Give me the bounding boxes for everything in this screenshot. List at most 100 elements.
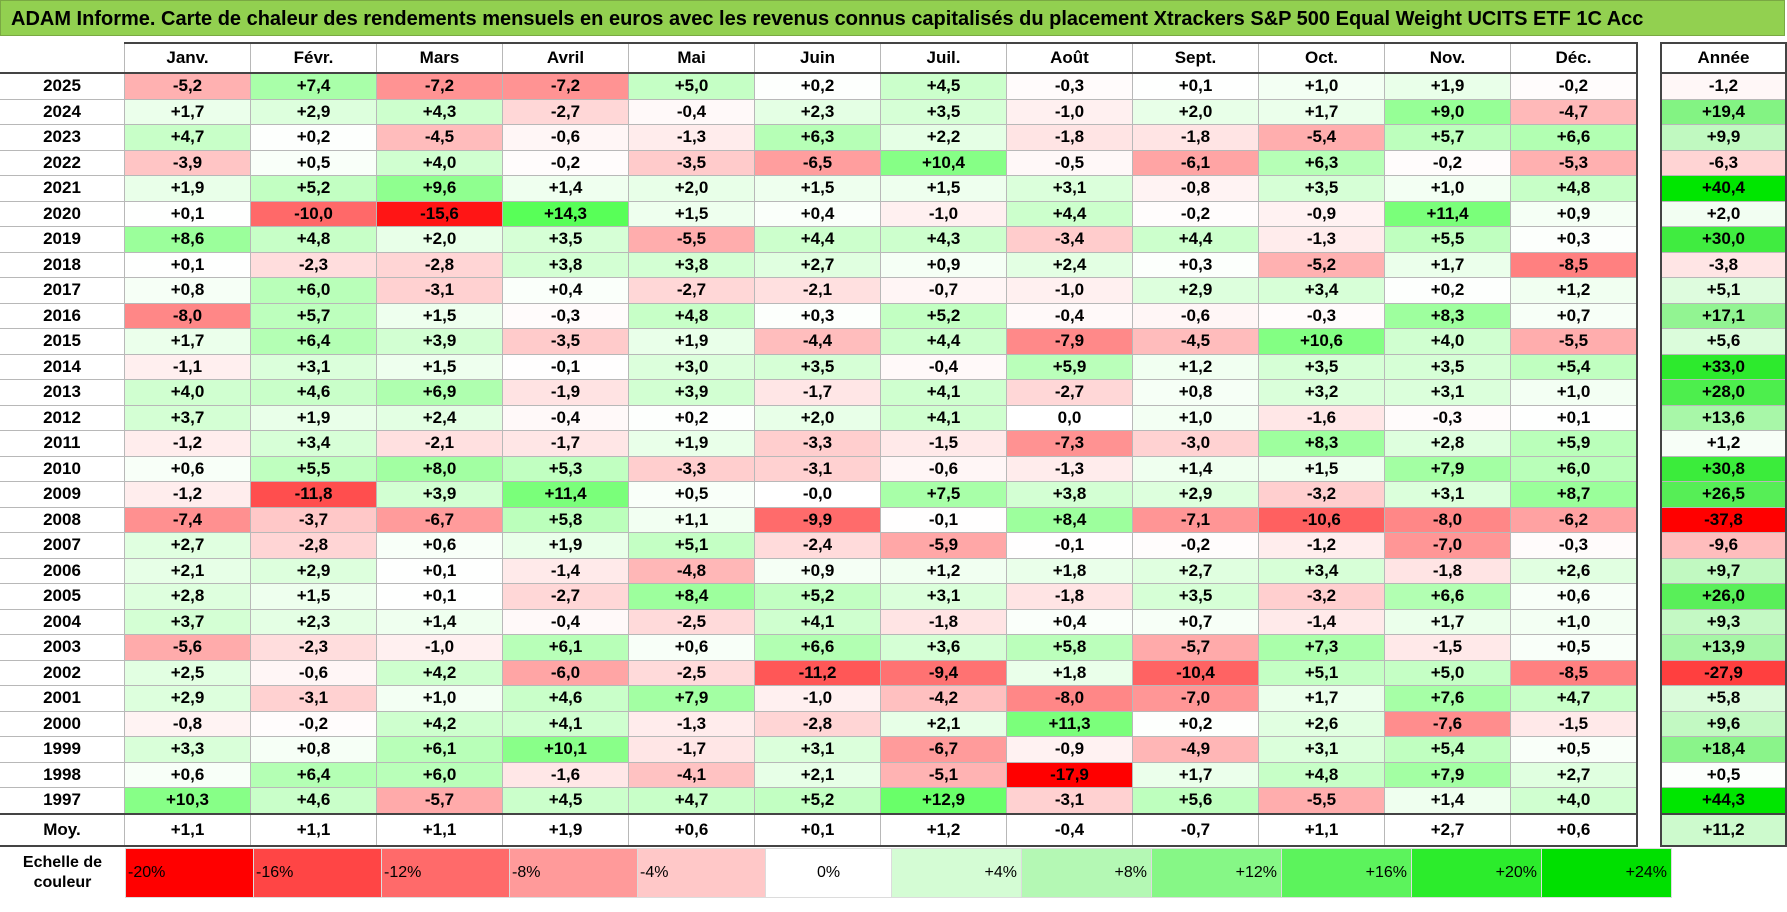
heat-cell: -2,8 — [376, 251, 503, 278]
heat-cell: +0,3 — [754, 302, 881, 329]
heat-cell: -3,1 — [376, 277, 503, 304]
heat-cell: -4,2 — [880, 685, 1007, 712]
heat-cell: +4,1 — [880, 404, 1007, 431]
year-label: 2023 — [0, 124, 125, 151]
year-row: 2022 -3,9 +0,5 +4,0 -0,2 -3,5 -6,5 +10,4 -0,5 -6,… — [0, 149, 1638, 176]
heat-cell: +7,4 — [250, 72, 377, 100]
heat-cell: +2,6 — [1258, 710, 1385, 737]
heat-cell: +3,5 — [1258, 353, 1385, 380]
year-row: 1999 +3,3 +0,8 +6,1 +10,1 -1,7 +3,1 -6,7 -0,9 -4,… — [0, 736, 1638, 763]
heat-cell: -2,3 — [250, 634, 377, 661]
heat-cell: +4,3 — [880, 226, 1007, 253]
month-header-11: Nov. — [1384, 42, 1511, 74]
annual-cell: +30,8 — [1660, 455, 1787, 482]
heat-cell: +6,0 — [250, 277, 377, 304]
heat-cell: -1,7 — [628, 736, 755, 763]
heat-cell: +3,3 — [124, 736, 251, 763]
heat-cell: -1,3 — [1006, 455, 1133, 482]
heat-cell: +0,4 — [754, 200, 881, 227]
heat-cell: -0,4 — [628, 98, 755, 125]
heat-cell: -0,3 — [1510, 532, 1638, 559]
heat-cell: +0,8 — [124, 277, 251, 304]
heat-cell: -2,8 — [754, 710, 881, 737]
heat-cell: -9,9 — [754, 506, 881, 533]
heat-cell: -1,0 — [1006, 98, 1133, 125]
heat-cell: -2,5 — [628, 608, 755, 635]
heat-cell: +4,7 — [124, 124, 251, 151]
annual-row: +17,1 — [1660, 302, 1787, 329]
annual-cell: +5,6 — [1660, 328, 1787, 355]
average-cell: +0,1 — [754, 812, 881, 847]
heat-cell: -4,7 — [1510, 98, 1638, 125]
heat-cell: +4,4 — [1132, 226, 1259, 253]
heat-cell: +4,1 — [502, 710, 629, 737]
heat-cell: -0,2 — [1510, 72, 1638, 100]
heat-cell: +5,2 — [754, 583, 881, 610]
heat-cell: +0,6 — [124, 455, 251, 482]
heat-cell: +6,4 — [250, 761, 377, 788]
heat-cell: -1,8 — [1132, 124, 1259, 151]
heat-cell: -3,4 — [1006, 226, 1133, 253]
average-cell: +1,1 — [250, 812, 377, 847]
heat-cell: +5,4 — [1384, 736, 1511, 763]
heat-cell: +11,4 — [502, 481, 629, 508]
year-row: 2015 +1,7 +6,4 +3,9 -3,5 +1,9 -4,4 +4,4 -7,9 -4,5… — [0, 328, 1638, 355]
heat-cell: -0,6 — [502, 124, 629, 151]
heat-cell: +6,3 — [754, 124, 881, 151]
heat-cell: +3,2 — [1258, 379, 1385, 406]
heat-cell: +2,3 — [754, 98, 881, 125]
heat-cell: +4,0 — [124, 379, 251, 406]
year-label: 2008 — [0, 506, 125, 533]
heat-cell: +1,4 — [376, 608, 503, 635]
heat-cell: +3,9 — [628, 379, 755, 406]
heat-cell: -5,7 — [1132, 634, 1259, 661]
heat-cell: +5,5 — [1384, 226, 1511, 253]
heat-cell: +3,4 — [1258, 557, 1385, 584]
month-header-row: Janv. Févr. Mars Avril Mai Juin Juil. Août Sept.… — [0, 42, 1638, 74]
annual-row: +40,4 — [1660, 175, 1787, 202]
heat-cell: -2,7 — [1006, 379, 1133, 406]
heat-cell: +8,0 — [376, 455, 503, 482]
heat-cell: +6,4 — [250, 328, 377, 355]
heat-cell: -5,2 — [1258, 251, 1385, 278]
heat-cell: -6,2 — [1510, 506, 1638, 533]
heat-cell: -5,1 — [880, 761, 1007, 788]
heat-cell: -3,3 — [628, 455, 755, 482]
heat-cell: +3,4 — [250, 430, 377, 457]
annual-row: +5,8 — [1660, 685, 1787, 712]
annual-row: +28,0 — [1660, 379, 1787, 406]
average-cell: -0,7 — [1132, 812, 1259, 847]
year-row: 1998 +0,6 +6,4 +6,0 -1,6 -4,1 +2,1 -5,1 -17,9 +1,… — [0, 761, 1638, 788]
heat-cell: -0,3 — [1006, 72, 1133, 100]
heat-cell: +1,5 — [1258, 455, 1385, 482]
heat-cell: -0,9 — [1258, 200, 1385, 227]
heat-cell: +0,9 — [880, 251, 1007, 278]
heat-cell: +0,1 — [376, 583, 503, 610]
heat-cell: +4,6 — [502, 685, 629, 712]
heat-cell: +4,6 — [250, 379, 377, 406]
heat-cell: +1,9 — [502, 532, 629, 559]
heat-cell: -1,5 — [880, 430, 1007, 457]
heat-cell: -0,5 — [1006, 149, 1133, 176]
heat-cell: +2,7 — [754, 251, 881, 278]
heat-cell: -8,0 — [1006, 685, 1133, 712]
heat-cell: -4,9 — [1132, 736, 1259, 763]
heat-cell: +1,5 — [376, 353, 503, 380]
heat-cell: -10,0 — [250, 200, 377, 227]
heat-cell: +2,8 — [124, 583, 251, 610]
annual-row: +18,4 — [1660, 736, 1787, 763]
year-row: 2021 +1,9 +5,2 +9,6 +1,4 +2,0 +1,5 +1,5 +3,1 -0,8… — [0, 175, 1638, 202]
color-scale-stop: -16% — [253, 848, 382, 898]
heat-cell: +0,9 — [754, 557, 881, 584]
heat-cell: +6,0 — [1510, 455, 1638, 482]
heat-cell: -6,1 — [1132, 149, 1259, 176]
heat-cell: +5,8 — [1006, 634, 1133, 661]
annual-header: Année — [1660, 42, 1787, 74]
heatmap-body: 2025 -5,2 +7,4 -7,2 -7,2 +5,0 +0,2 +4,5 -0,3 +0,1… — [0, 72, 1638, 847]
heat-cell: +10,1 — [502, 736, 629, 763]
heat-cell: +5,5 — [250, 455, 377, 482]
heat-cell: +4,8 — [628, 302, 755, 329]
heat-cell: -2,7 — [502, 98, 629, 125]
annual-cell: -6,3 — [1660, 149, 1787, 176]
year-label: 2005 — [0, 583, 125, 610]
